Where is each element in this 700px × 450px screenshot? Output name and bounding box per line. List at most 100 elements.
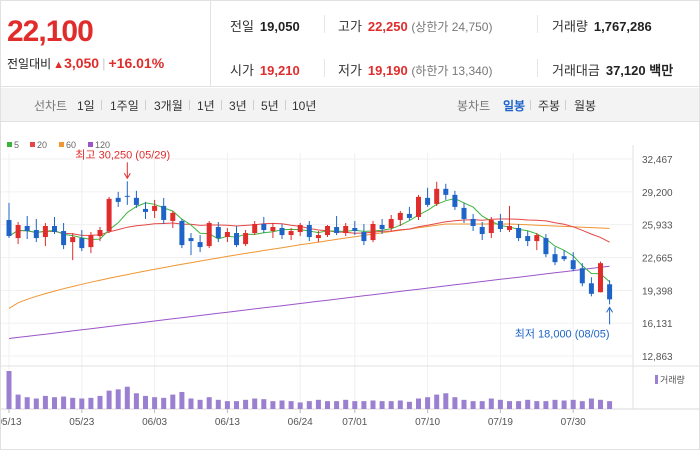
candle-body [416, 196, 421, 217]
tab-divider [285, 100, 286, 110]
legend-swatch [30, 142, 35, 147]
price-change: 전일대비 ▲3,050 | +16.01% [7, 55, 164, 72]
volume-bar [579, 401, 585, 409]
volume-bar [42, 395, 48, 409]
candle-body [543, 238, 549, 255]
candle-body [133, 197, 139, 205]
volume-bar [379, 401, 385, 409]
change-value: 3,050 [64, 55, 100, 71]
tab-period-5y[interactable]: 5년 [261, 99, 279, 113]
y-tick-label: 32,467 [642, 155, 673, 166]
volume-bar [315, 399, 321, 409]
tab-period-1y[interactable]: 1년 [197, 99, 215, 113]
tab-period-3y[interactable]: 3년 [229, 99, 247, 113]
candle-body [534, 235, 540, 242]
candlestick-chart[interactable]: 5 20 60 120 거래량 32,467 29,200 25,933 22,665 19,39… [1, 123, 699, 449]
candle-body [598, 263, 603, 293]
volume-bar [561, 400, 567, 409]
volume-bar [252, 398, 258, 409]
candle-body [161, 205, 167, 220]
candle-body [206, 222, 212, 247]
stat-trade-amount: 거래대금 37,120 백만 [552, 63, 674, 78]
volume-bar [607, 401, 613, 409]
y-tick-label: 22,665 [642, 254, 673, 265]
candle-body [179, 220, 185, 246]
volume-bar [106, 390, 112, 409]
volume-bar [15, 394, 21, 409]
candle-body [452, 194, 458, 207]
tab-weekly[interactable]: 주봉 [538, 99, 561, 113]
candle-body [579, 268, 585, 284]
tab-period-1d[interactable]: 1일 [77, 99, 95, 113]
volume-bar [306, 401, 312, 409]
candle-body [252, 223, 258, 234]
candle-body [425, 197, 431, 205]
candle-body [33, 230, 39, 239]
volume-bar [52, 397, 57, 409]
candle-body [297, 224, 303, 233]
volume-bar [279, 400, 285, 409]
volume-bar [206, 397, 212, 409]
candle-body [52, 225, 57, 233]
tab-divider [101, 100, 102, 110]
candle-body [525, 236, 531, 242]
volume-bar [488, 398, 494, 409]
tab-period-10y[interactable]: 10년 [292, 99, 317, 113]
x-tick-label: 07/01 [342, 417, 367, 428]
legend-label: 20 [37, 140, 47, 150]
volume-bar [6, 371, 12, 409]
max-price-annotation: 최고 30,250 (05/29) [75, 148, 170, 161]
volume-bar [552, 399, 558, 409]
x-tick-label: 05/23 [69, 417, 94, 428]
candle-body [406, 213, 412, 218]
candle-body [516, 228, 522, 239]
candle-body [461, 207, 467, 219]
candle-body [24, 225, 30, 232]
candle-body [507, 225, 512, 231]
volume-bar [434, 394, 440, 409]
volume-bar [361, 401, 367, 409]
quote-header: 22,100 전일대비 ▲3,050 | +16.01% 전일 19,050 고가 22,… [1, 1, 699, 87]
tab-period-1w[interactable]: 1주일 [110, 99, 139, 113]
candle-body [270, 227, 276, 232]
tab-daily[interactable]: 일봉 [503, 99, 526, 113]
candle-body [315, 235, 321, 239]
volume-bar [270, 401, 276, 409]
stat-prev-close: 전일 19,050 [230, 19, 300, 34]
stat-open: 시가 19,210 [230, 63, 300, 78]
candle-body [497, 220, 503, 230]
volume-bar [224, 401, 230, 409]
candle-body [361, 232, 367, 242]
volume-bar [443, 393, 449, 409]
volume-bar [479, 401, 485, 409]
candle-body [215, 227, 221, 239]
tab-line-chart[interactable]: 선차트 [34, 99, 68, 113]
tab-divider [565, 100, 566, 110]
volume-bar [497, 399, 503, 409]
candle-body [143, 208, 148, 212]
change-label: 전일대비 [7, 57, 52, 71]
candle-body [325, 225, 330, 236]
volume-bar [470, 401, 476, 409]
legend-swatch [88, 142, 93, 147]
candle-body [552, 254, 558, 263]
legend-label: 120 [95, 140, 110, 150]
tab-monthly[interactable]: 월봉 [574, 99, 597, 113]
candle-body [97, 230, 103, 237]
volume-bar [425, 397, 431, 409]
tab-period-3m[interactable]: 3개월 [154, 99, 183, 113]
volume-bar [143, 395, 148, 409]
stat-divider [537, 59, 538, 77]
volume-bar [534, 401, 540, 409]
volume-bar [516, 401, 522, 409]
volume-label: 거래량 [660, 374, 685, 385]
candle-body [106, 198, 112, 232]
tab-candle-chart[interactable]: 봉차트 [457, 99, 491, 113]
candle-body [243, 233, 249, 245]
candle-body [434, 188, 440, 204]
volume-bar [215, 399, 221, 409]
x-tick-label: 06/03 [142, 417, 167, 428]
max-arrow-icon [123, 173, 131, 180]
tab-divider [145, 100, 146, 110]
volume-bar [588, 398, 594, 409]
